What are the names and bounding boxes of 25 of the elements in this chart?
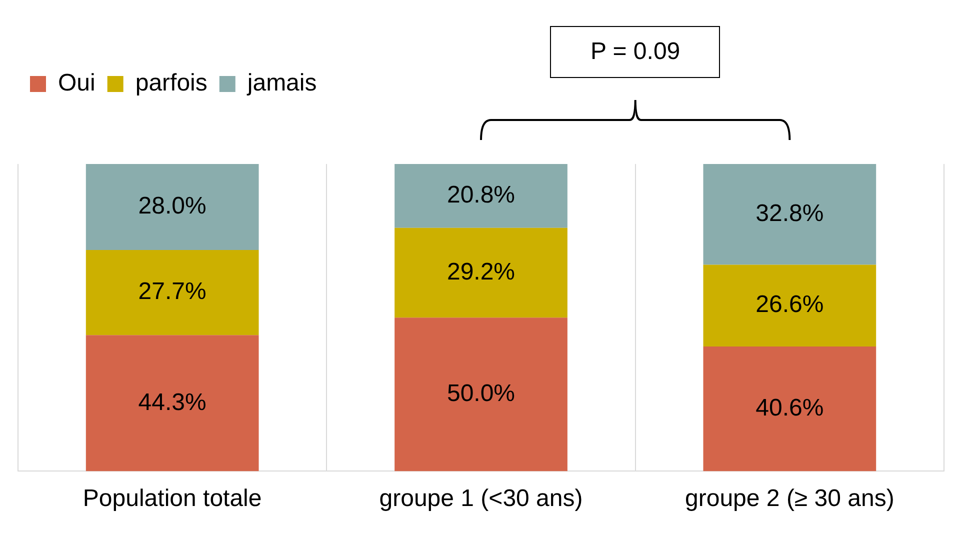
data-label: 44.3% [138,388,206,416]
data-label: 50.0% [446,380,516,408]
x-tick-label: Population totale [82,485,262,512]
bar [86,335,259,472]
legend-label: Oui [58,70,96,97]
x-tick-label: groupe 2 (≥ 30 ans) [685,485,894,512]
data-label: 20.8% [446,182,516,209]
bar [394,318,568,472]
bar [394,164,568,228]
bar [86,250,259,336]
data-label: 27.7% [138,278,206,306]
bar [703,164,876,265]
bar [86,164,259,250]
data-label: 40.6% [756,394,824,422]
x-tick-label: groupe 1 (<30 ans) [379,485,583,512]
bar [394,228,568,318]
data-label: 26.6% [756,291,824,318]
bar [703,264,876,346]
bar [703,346,876,472]
data-label: 32.8% [756,200,824,228]
text: P = 0.09 [550,26,720,78]
data-label: 29.2% [446,258,516,286]
data-label: 28.0% [138,192,206,220]
legend-label: parfois [135,70,208,97]
legend-label: jamais [246,70,317,97]
